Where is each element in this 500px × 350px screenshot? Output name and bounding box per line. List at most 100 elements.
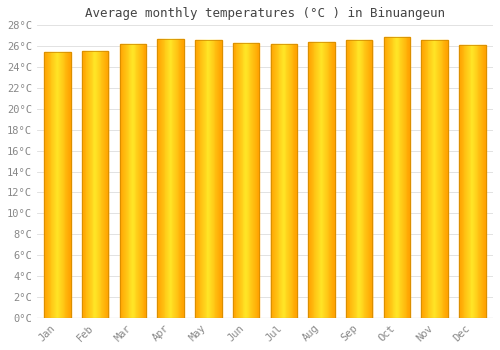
Bar <box>127 44 128 318</box>
Bar <box>462 45 464 318</box>
Bar <box>254 43 255 318</box>
Bar <box>333 42 334 318</box>
Bar <box>387 37 388 318</box>
Bar <box>432 40 433 318</box>
Bar <box>217 40 218 318</box>
Bar <box>476 45 478 318</box>
Bar <box>430 40 431 318</box>
Bar <box>100 51 102 318</box>
Bar <box>98 51 99 318</box>
Bar <box>330 42 331 318</box>
Bar <box>291 44 292 318</box>
Bar <box>208 40 210 318</box>
Bar <box>67 52 68 318</box>
Bar <box>233 43 260 318</box>
Bar <box>183 39 184 318</box>
Bar <box>240 43 241 318</box>
Bar <box>218 40 219 318</box>
Bar <box>273 44 274 318</box>
Bar <box>282 44 283 318</box>
Bar <box>61 52 62 318</box>
Bar <box>196 40 197 318</box>
Bar <box>236 43 238 318</box>
Bar <box>131 44 132 318</box>
Bar <box>437 40 438 318</box>
Bar <box>250 43 252 318</box>
Bar <box>272 44 273 318</box>
Title: Average monthly temperatures (°C ) in Binuangeun: Average monthly temperatures (°C ) in Bi… <box>85 7 445 20</box>
Bar <box>213 40 214 318</box>
Bar <box>438 40 439 318</box>
Bar <box>64 52 66 318</box>
Bar <box>403 37 404 318</box>
Bar <box>47 52 48 318</box>
Bar <box>102 51 103 318</box>
Bar <box>394 37 395 318</box>
Bar <box>120 44 122 318</box>
Bar <box>311 42 312 318</box>
Bar <box>364 40 366 318</box>
Bar <box>352 40 353 318</box>
Bar <box>138 44 139 318</box>
Bar <box>395 37 396 318</box>
Bar <box>255 43 256 318</box>
Bar <box>283 44 284 318</box>
Bar <box>322 42 324 318</box>
Bar <box>96 51 97 318</box>
Bar <box>362 40 364 318</box>
Bar <box>400 37 402 318</box>
Bar <box>233 43 234 318</box>
Bar <box>294 44 295 318</box>
Bar <box>86 51 88 318</box>
Bar <box>62 52 63 318</box>
Bar <box>274 44 275 318</box>
Bar <box>83 51 84 318</box>
Bar <box>253 43 254 318</box>
Bar <box>317 42 318 318</box>
Bar <box>134 44 136 318</box>
Bar <box>45 52 46 318</box>
Bar <box>361 40 362 318</box>
Bar <box>144 44 146 318</box>
Bar <box>434 40 436 318</box>
Bar <box>358 40 359 318</box>
Bar <box>468 45 469 318</box>
Bar <box>216 40 217 318</box>
Bar <box>159 39 160 318</box>
Bar <box>203 40 204 318</box>
Bar <box>55 52 56 318</box>
Bar <box>470 45 472 318</box>
Bar <box>292 44 294 318</box>
Bar <box>178 39 180 318</box>
Bar <box>367 40 368 318</box>
Bar <box>164 39 166 318</box>
Bar <box>309 42 310 318</box>
Bar <box>84 51 86 318</box>
Bar <box>158 39 159 318</box>
Bar <box>97 51 98 318</box>
Bar <box>320 42 322 318</box>
Bar <box>220 40 222 318</box>
Bar <box>234 43 236 318</box>
Bar <box>433 40 434 318</box>
Bar <box>423 40 424 318</box>
Bar <box>346 40 372 318</box>
Bar <box>370 40 372 318</box>
Bar <box>286 44 288 318</box>
Bar <box>126 44 127 318</box>
Bar <box>422 40 448 318</box>
Bar <box>211 40 212 318</box>
Bar <box>166 39 167 318</box>
Bar <box>347 40 348 318</box>
Bar <box>314 42 316 318</box>
Bar <box>141 44 142 318</box>
Bar <box>136 44 138 318</box>
Bar <box>195 40 222 318</box>
Bar <box>442 40 444 318</box>
Bar <box>106 51 108 318</box>
Bar <box>445 40 446 318</box>
Bar <box>296 44 297 318</box>
Bar <box>406 37 408 318</box>
Bar <box>409 37 410 318</box>
Bar <box>172 39 174 318</box>
